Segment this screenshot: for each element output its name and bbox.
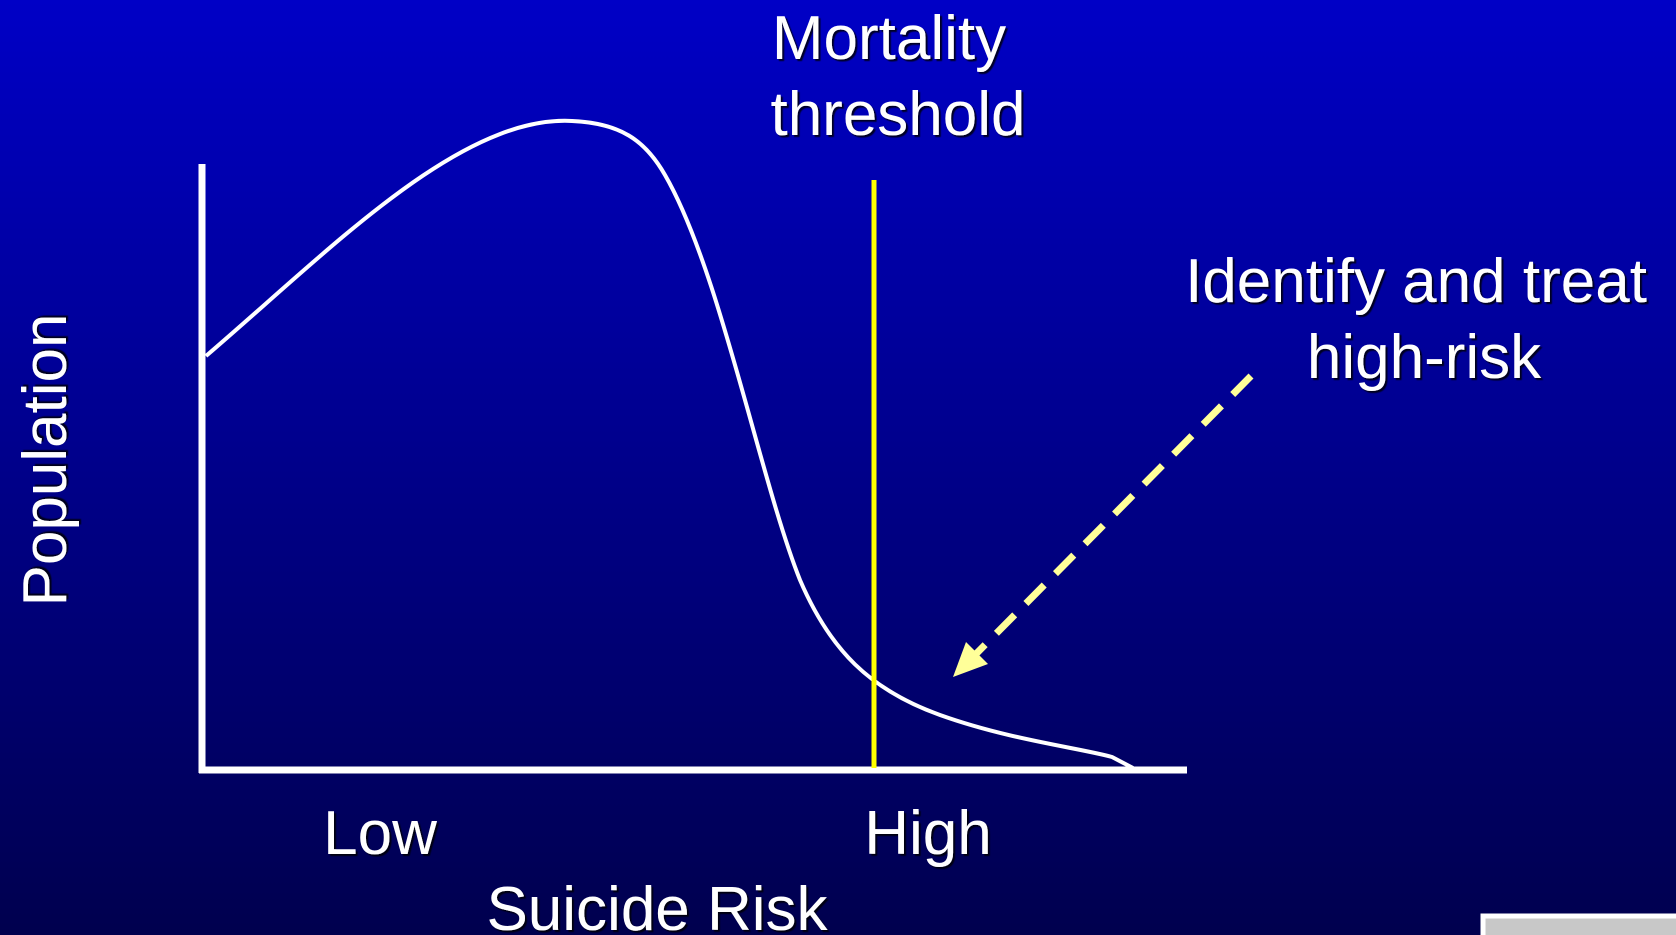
corner-box — [1480, 913, 1676, 935]
threshold-label: Mortality — [772, 4, 1006, 73]
y-axis-title: Population — [11, 313, 80, 606]
annotation: Identify and treat — [1185, 247, 1647, 316]
x-axis-title: Suicide Risk — [486, 875, 828, 935]
arrow-shaft — [969, 373, 1254, 661]
x-high-label: High — [864, 799, 992, 868]
x-low-label: Low — [323, 799, 437, 868]
threshold-label: threshold — [770, 80, 1025, 149]
distribution-curve — [204, 118, 1134, 770]
annotation: high-risk — [1307, 323, 1542, 392]
arrow-head — [953, 642, 988, 677]
